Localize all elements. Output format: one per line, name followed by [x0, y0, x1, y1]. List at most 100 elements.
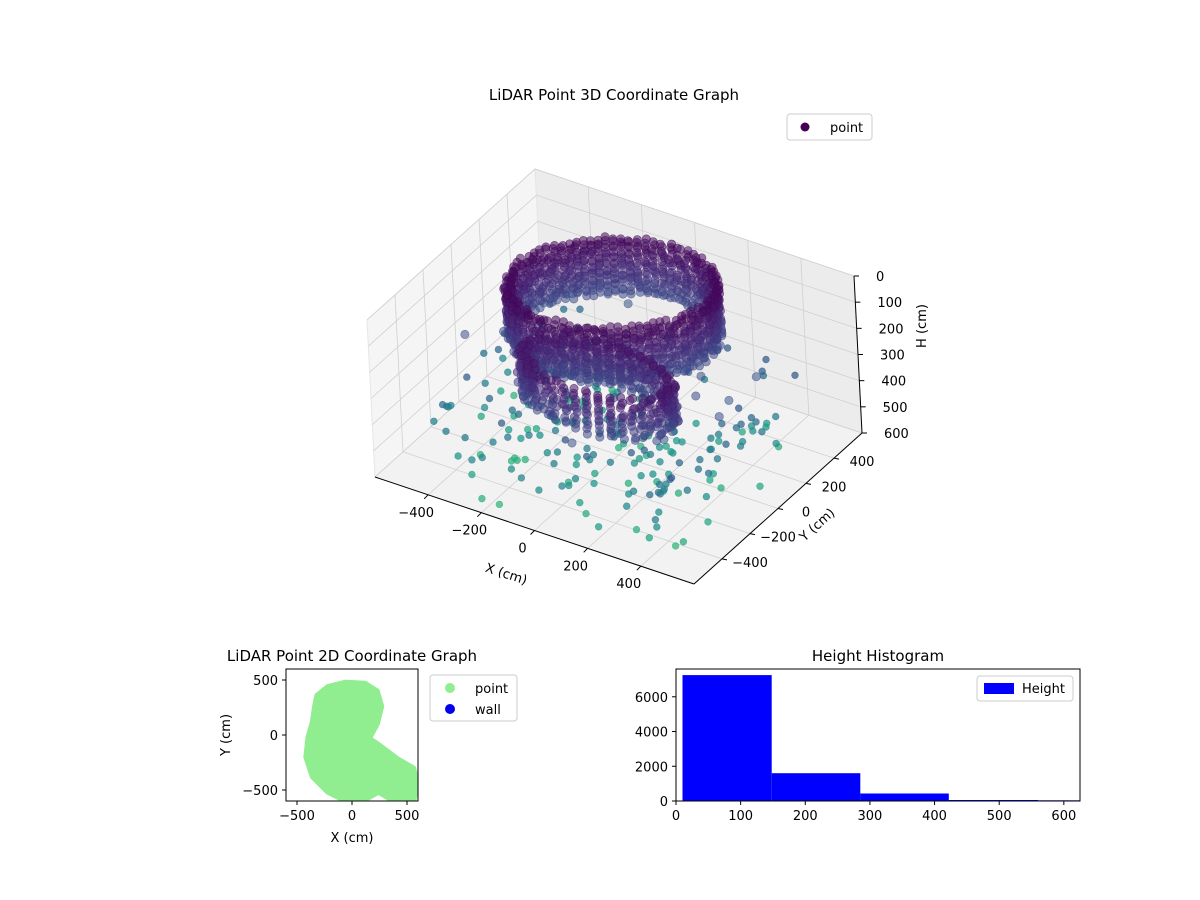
legend-hist: Height — [976, 675, 1074, 702]
point-3d — [604, 369, 614, 379]
point-3d — [648, 261, 658, 271]
point-3d — [656, 458, 664, 466]
point-3d — [512, 305, 522, 315]
axis-group: −400−2000200400−400−20002004000100200300… — [374, 270, 909, 592]
point-3d — [674, 360, 684, 370]
point-3d — [495, 500, 504, 509]
point-3d — [655, 239, 665, 249]
point-3d — [617, 258, 627, 268]
point-3d — [602, 265, 612, 275]
point-3d — [548, 411, 558, 421]
point-3d — [606, 458, 615, 466]
point-3d — [679, 538, 688, 546]
plot-histogram: Height Histogram 0 100 200 300 400 500 6000200… — [635, 647, 1081, 824]
tick-label-z: 0 — [876, 270, 884, 285]
point-3d — [504, 433, 512, 441]
grid-line-z — [366, 168, 855, 321]
tick-x — [476, 512, 482, 518]
point-3d — [714, 412, 724, 422]
point-3d — [485, 394, 494, 403]
point-3d — [566, 244, 576, 254]
tick-label-x-hist: 0 — [672, 809, 680, 824]
point-3d — [622, 502, 631, 510]
point-3d — [580, 386, 590, 396]
point-3d — [567, 438, 577, 448]
point-3d — [706, 476, 714, 484]
point-3d — [662, 374, 672, 384]
point-3d — [477, 412, 485, 420]
point-3d — [694, 465, 703, 473]
point-3d — [693, 302, 703, 312]
point-3d — [738, 428, 746, 436]
point-3d — [489, 438, 497, 446]
point-3d — [535, 295, 545, 305]
point-3d — [595, 432, 605, 442]
point-3d — [502, 291, 512, 301]
chart-3d-title: LiDAR Point 3D Coordinate Graph — [489, 86, 739, 104]
point-3d — [569, 401, 579, 411]
point-3d — [704, 518, 712, 526]
point-3d — [521, 455, 529, 464]
point-3d — [628, 394, 638, 404]
point-3d — [582, 285, 592, 295]
point-3d — [675, 459, 684, 467]
point-3d — [723, 344, 732, 352]
plot-hist-frame — [675, 668, 1081, 802]
point-3d — [574, 374, 584, 384]
point-3d — [532, 425, 541, 433]
point-3d — [672, 254, 682, 264]
point-3d — [625, 358, 635, 368]
point-3d — [752, 418, 760, 426]
point-3d — [551, 426, 560, 435]
point-3d — [653, 523, 661, 531]
point-3d — [546, 251, 556, 261]
point-3d — [637, 332, 647, 342]
legend-2d-marker-wall — [445, 704, 455, 714]
point-3d — [593, 393, 603, 403]
tick-x — [530, 530, 535, 535]
point-3d — [582, 452, 591, 461]
point-3d — [644, 354, 654, 364]
tick-label-x: 400 — [616, 577, 641, 592]
tick-label-y: 0 — [802, 506, 810, 521]
point-3d — [667, 474, 676, 482]
point-3d — [722, 440, 730, 448]
point-3d — [523, 315, 533, 325]
point-3d — [553, 448, 562, 456]
point-3d — [706, 445, 714, 454]
point-3d — [650, 379, 660, 389]
point-3d — [594, 415, 604, 425]
point-3d — [592, 378, 602, 388]
point-3d — [547, 400, 557, 410]
point-3d — [516, 350, 526, 360]
point-3d — [590, 479, 598, 488]
tick-label-x-2d: 500 — [395, 809, 420, 824]
point-3d — [718, 419, 726, 428]
point-3d — [671, 542, 680, 550]
point-3d — [615, 372, 625, 382]
point-3d — [656, 490, 664, 498]
point-3d — [717, 484, 725, 492]
point-3d — [478, 453, 486, 462]
point-3d — [629, 333, 639, 343]
point-3d — [762, 423, 770, 431]
point-3d — [758, 367, 766, 375]
point-3d — [557, 387, 567, 397]
point-3d — [468, 470, 476, 479]
point-3d — [518, 324, 528, 334]
point-3d — [667, 352, 677, 362]
point-3d — [674, 489, 683, 497]
tick-label-x: −400 — [398, 506, 434, 521]
tick-label-x-2d: 0 — [348, 809, 356, 824]
point-3d — [624, 479, 633, 487]
point-3d — [640, 446, 648, 454]
point-3d — [644, 340, 654, 350]
point-3d — [583, 444, 591, 453]
point-3d — [640, 430, 650, 440]
point-3d — [641, 283, 651, 293]
point-3d — [714, 430, 723, 439]
plot-3d: LiDAR Point 3D Coordinate Graph −400 −200… — [366, 86, 930, 592]
point-3d — [514, 410, 523, 418]
point-3d — [646, 450, 655, 459]
